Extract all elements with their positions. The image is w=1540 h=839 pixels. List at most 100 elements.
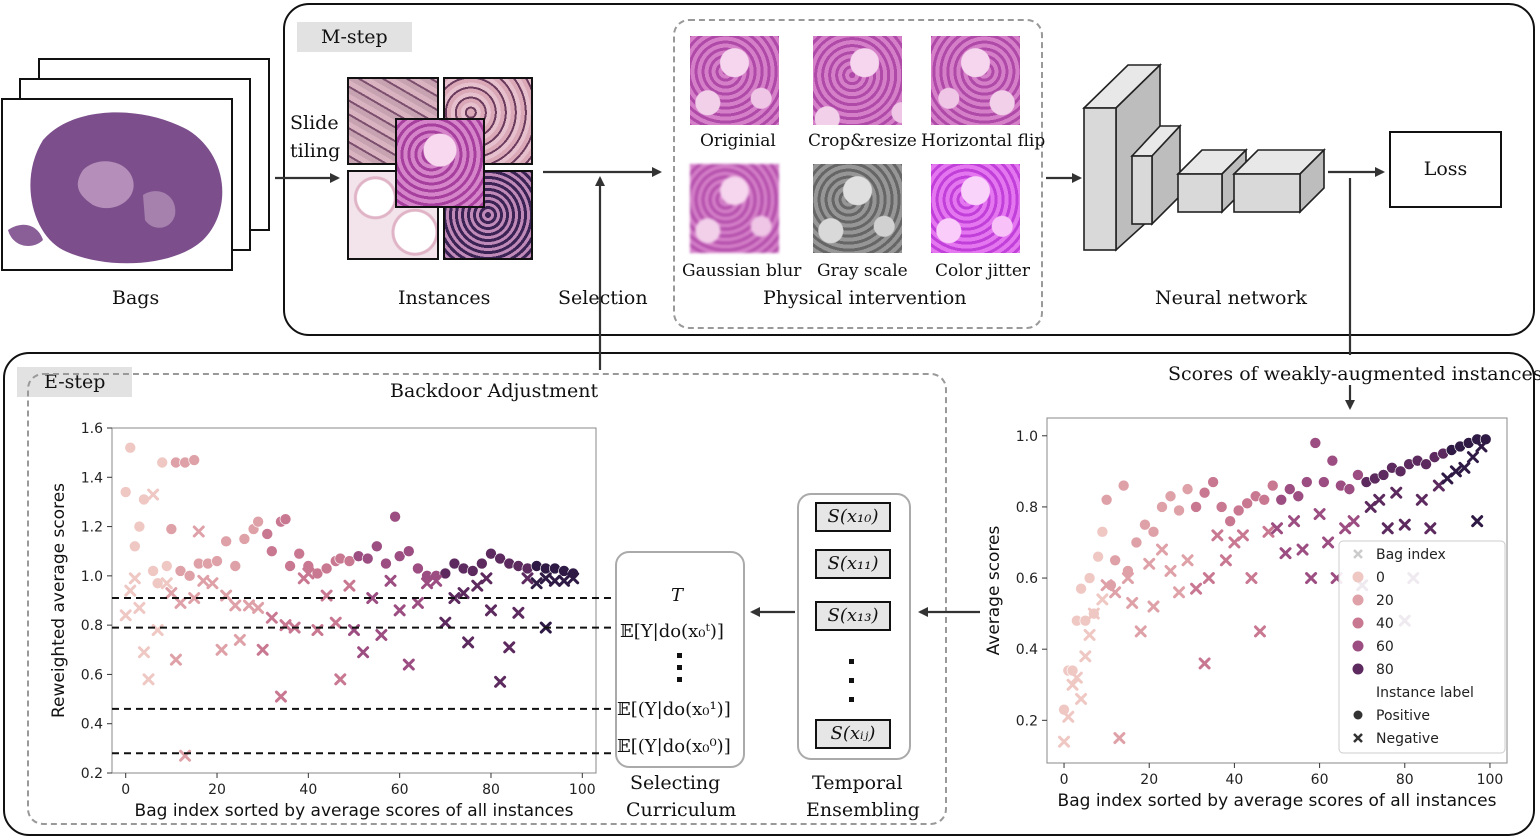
x-tick-label: 20 <box>208 782 226 798</box>
negative-point <box>137 646 150 659</box>
positive-point <box>1164 490 1177 503</box>
negative-point <box>539 572 552 585</box>
negative-point <box>160 577 173 590</box>
positive-point <box>1147 526 1160 538</box>
negative-point <box>174 596 187 609</box>
x-tick-label: 80 <box>1396 772 1414 788</box>
negative-point <box>169 653 182 666</box>
x-tick-label: 40 <box>1225 772 1243 788</box>
positive-point <box>1096 526 1109 538</box>
score-entry-ij: S(xᵢⱼ) <box>815 719 891 749</box>
positive-point <box>371 540 383 553</box>
x-tick-label: 0 <box>1060 772 1069 788</box>
y-tick-label: 0.2 <box>81 766 103 782</box>
legend-hue-marker <box>1352 663 1364 675</box>
negative-point <box>1058 735 1071 748</box>
positive-point <box>147 565 159 577</box>
negative-point <box>462 636 475 649</box>
negative-point <box>1143 557 1156 570</box>
negative-point <box>1066 678 1079 691</box>
negative-point <box>1075 692 1088 705</box>
positive-point <box>1207 476 1219 488</box>
positive-point <box>211 555 223 567</box>
negative-point <box>512 606 525 619</box>
negative-point <box>1126 596 1139 609</box>
positive-point <box>1232 504 1245 517</box>
legend-negative-label: Negative <box>1376 731 1439 747</box>
negative-point <box>494 675 507 688</box>
negative-point <box>206 577 219 590</box>
negative-point <box>439 616 452 629</box>
negative-point <box>375 629 388 641</box>
positive-point <box>1301 476 1313 488</box>
positive-point <box>124 441 137 454</box>
positive-point <box>1275 494 1288 506</box>
neural-network-label: Neural network <box>1155 287 1308 309</box>
legend-positive-label: Positive <box>1376 708 1430 724</box>
temporal-ensembling-title-2: Ensembling <box>806 799 920 821</box>
legend-style-title: Instance label <box>1376 685 1474 701</box>
aug-caption-flip: Horizontal flip <box>921 131 1046 151</box>
negative-point <box>1347 515 1360 528</box>
negative-point <box>1458 461 1471 474</box>
negative-point <box>1475 440 1488 453</box>
physical-intervention-box <box>673 19 1043 329</box>
negative-point <box>1245 572 1258 585</box>
positive-point <box>188 454 200 466</box>
positive-point <box>1083 572 1096 584</box>
legend-hue-level: 40 <box>1376 616 1394 632</box>
negative-point <box>480 572 493 585</box>
ensemble-ellipsis-dot <box>849 697 854 702</box>
average-scores-chart: 0 20 40 60 80 100 0.2 0.4 0.6 0.8 1.0 Bag index sor… <box>985 417 1508 811</box>
positive-point <box>174 565 187 577</box>
selection-label: Selection <box>558 287 648 309</box>
positive-point <box>402 545 415 558</box>
negative-point <box>1156 543 1168 556</box>
negative-point <box>1253 625 1266 638</box>
ensemble-ellipsis-dot <box>849 659 854 664</box>
positive-point <box>1066 664 1079 677</box>
neural-network-diagram <box>1082 63 1326 252</box>
x-tick-label: 100 <box>569 782 596 798</box>
backdoor-adjustment-label: Backdoor Adjustment <box>390 380 599 402</box>
negative-point <box>1070 671 1083 684</box>
positive-point <box>252 515 264 528</box>
negative-point <box>1164 564 1177 577</box>
negative-point <box>334 673 347 686</box>
positive-point <box>439 567 452 580</box>
negative-point <box>1313 508 1326 521</box>
curriculum-entry-t: 𝔼[Y|do(x₀ᵗ)] <box>620 621 724 642</box>
y-tick-label: 0.8 <box>81 618 103 634</box>
positive-point <box>183 570 196 582</box>
negative-point <box>256 643 269 656</box>
negative-point <box>215 643 228 656</box>
positive-point <box>1343 483 1356 495</box>
curriculum-ellipsis-dot <box>677 665 682 670</box>
curriculum-entry-1: 𝔼[(Y|do(x₀¹)] <box>617 699 731 720</box>
positive-point <box>1258 494 1271 506</box>
score-entry-11: S(x₁₁) <box>815 549 891 579</box>
negative-point <box>503 641 516 654</box>
negative-point <box>1271 522 1283 535</box>
legend-hue-marker <box>1352 571 1364 583</box>
negative-point <box>1466 451 1479 464</box>
loss-box <box>1389 131 1502 208</box>
negative-point <box>1236 529 1249 542</box>
e-step-tag: E-step <box>17 367 133 397</box>
aug-original-image <box>690 36 779 125</box>
scores-weak-aug-label: Scores of weakly-augmented instances <box>1168 363 1540 385</box>
legend-box <box>1338 540 1506 754</box>
negative-point <box>402 658 415 671</box>
negative-point <box>1079 650 1092 663</box>
positive-point <box>1100 494 1113 506</box>
aug-caption-blur: Gaussian blur <box>682 261 802 281</box>
positive-point <box>1318 476 1330 488</box>
positive-point <box>1092 550 1104 563</box>
positive-point <box>160 560 173 572</box>
negative-point <box>124 584 137 597</box>
positive-point <box>311 567 324 580</box>
y-tick-label: 0.4 <box>1016 642 1038 658</box>
negative-point <box>1398 518 1411 531</box>
negative-point <box>1415 493 1428 506</box>
negative-point <box>265 611 278 624</box>
